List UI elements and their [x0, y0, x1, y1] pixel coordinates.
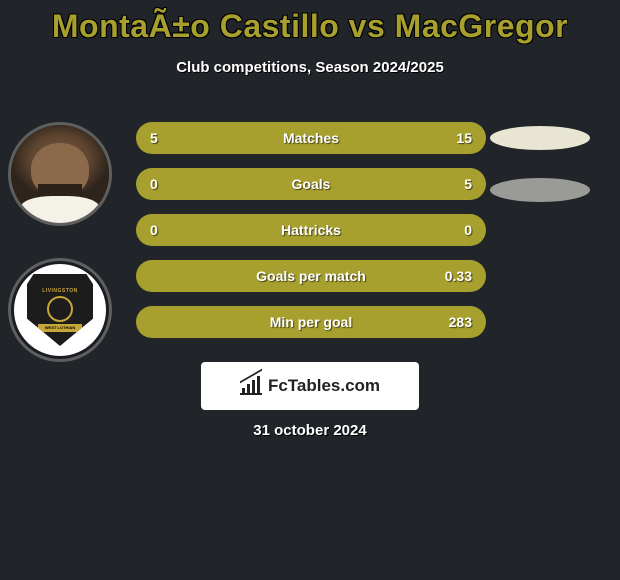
stat-right-value: 5: [464, 176, 472, 192]
page-subtitle: Club competitions, Season 2024/2025: [0, 59, 620, 76]
stat-label: Goals: [292, 176, 331, 192]
stat-right-value: 283: [449, 314, 472, 330]
page-title: MontaÃ±o Castillo vs MacGregor: [0, 8, 620, 45]
stat-right-value: 15: [456, 130, 472, 146]
shield-banner-text: WEST LOTHIAN: [38, 324, 82, 332]
stat-row: 0 Goals 5: [136, 168, 486, 200]
stat-row: 0 Hattricks 0: [136, 214, 486, 246]
stat-label: Goals per match: [256, 268, 366, 284]
stats-list: 5 Matches 15 0 Goals 5 0 Hattricks 0 Goals per ma…: [136, 122, 486, 338]
avatar-column: LIVINGSTON WEST LOTHIAN: [8, 122, 112, 362]
shield-icon: LIVINGSTON WEST LOTHIAN: [27, 274, 93, 346]
source-logo: FcTables.com: [201, 362, 419, 410]
date-label: 31 october 2024: [0, 422, 620, 439]
stat-label: Min per goal: [270, 314, 352, 330]
club-avatar: LIVINGSTON WEST LOTHIAN: [8, 258, 112, 362]
stat-row: Goals per match 0.33: [136, 260, 486, 292]
shield-ring-icon: [47, 296, 73, 322]
indicator-ellipse: [490, 178, 590, 202]
stat-left-value: 0: [150, 176, 158, 192]
player-avatar: [8, 122, 112, 226]
stat-right-value: 0.33: [445, 268, 472, 284]
stat-row: 5 Matches 15: [136, 122, 486, 154]
stat-label: Matches: [283, 130, 339, 146]
barchart-icon: [240, 377, 262, 395]
stat-left-value: 0: [150, 222, 158, 238]
player-head-icon: [11, 125, 109, 223]
stat-label: Hattricks: [281, 222, 341, 238]
stat-right-value: 0: [464, 222, 472, 238]
source-logo-text: FcTables.com: [268, 376, 380, 396]
stat-left-value: 5: [150, 130, 158, 146]
indicator-ellipse: [490, 126, 590, 150]
club-badge-icon: LIVINGSTON WEST LOTHIAN: [14, 264, 106, 356]
stat-row: Min per goal 283: [136, 306, 486, 338]
indicator-column: [490, 126, 600, 202]
shield-top-text: LIVINGSTON: [42, 288, 77, 294]
infographic-root: MontaÃ±o Castillo vs MacGregor Club comp…: [0, 0, 620, 580]
